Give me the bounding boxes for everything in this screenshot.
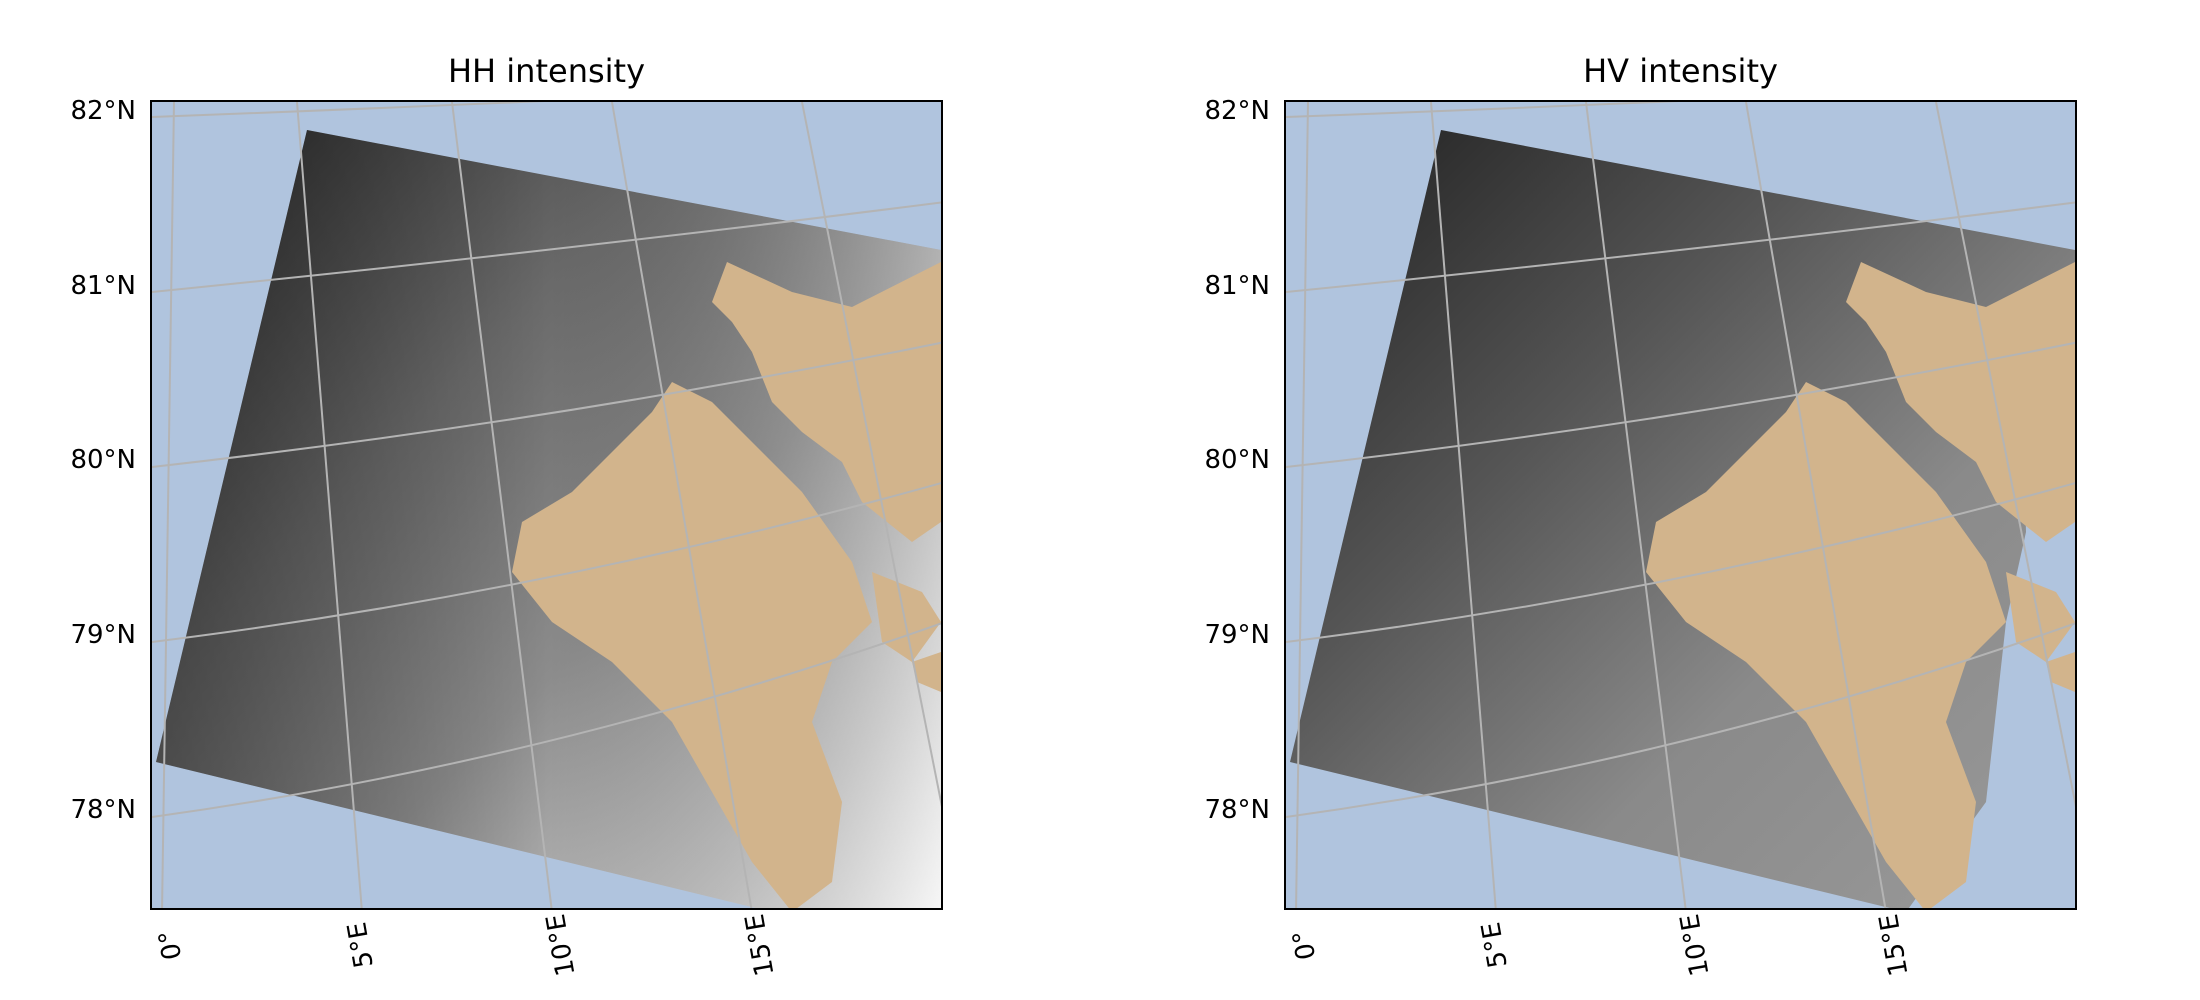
lon-label-15e: 15°E xyxy=(1874,911,1915,979)
lat-label-81: 81°N xyxy=(1204,271,1270,301)
lon-label-15e: 15°E xyxy=(740,911,781,979)
lat-label-79: 79°N xyxy=(70,620,136,650)
lat-label-78: 78°N xyxy=(1204,795,1270,825)
lon-label-5e: 5°E xyxy=(1476,919,1514,971)
lon-label-10e: 10°E xyxy=(1675,911,1716,979)
map-title: HV intensity xyxy=(1583,52,1778,90)
lon-label-10e: 10°E xyxy=(541,911,582,979)
lat-label-78: 78°N xyxy=(70,795,136,825)
sar-map-hv xyxy=(1286,102,2075,908)
lat-label-80: 80°N xyxy=(1204,445,1270,475)
lat-label-82: 82°N xyxy=(70,96,136,126)
land-area xyxy=(1846,262,2075,542)
lat-label-79: 79°N xyxy=(1204,620,1270,650)
lon-label-5e: 5°E xyxy=(342,919,380,971)
lat-label-82: 82°N xyxy=(1204,96,1270,126)
map-frame xyxy=(150,100,943,910)
graticule xyxy=(152,102,941,908)
land-area xyxy=(712,262,941,542)
lat-label-81: 81°N xyxy=(70,271,136,301)
lon-label-0: 0° xyxy=(1287,927,1323,963)
map-frame xyxy=(1284,100,2077,910)
lon-label-0: 0° xyxy=(153,927,189,963)
map-title: HH intensity xyxy=(447,52,646,90)
lat-label-80: 80°N xyxy=(70,445,136,475)
sar-map-hh xyxy=(152,102,941,908)
map-panel-hh: HH intensity 82°N 81°N 80°N 79°N 78°N xyxy=(70,52,943,979)
graticule xyxy=(1286,102,2075,908)
map-panel-hv: HV intensity 82°N 81°N 80°N 79°N 78°N xyxy=(1134,0,2200,1000)
